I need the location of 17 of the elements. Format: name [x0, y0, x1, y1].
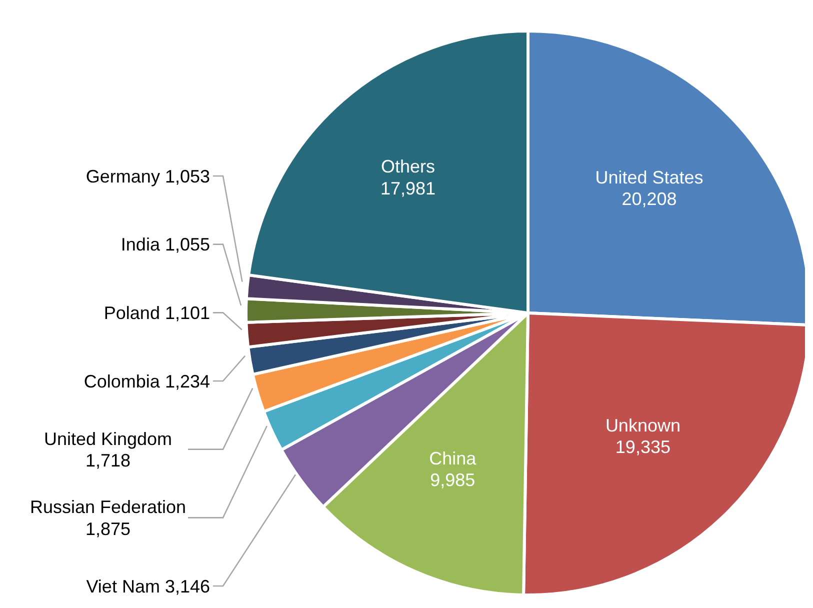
- slice-label: Colombia 1,234: [84, 371, 210, 392]
- slice-label: United Kingdom: [44, 428, 172, 449]
- slice-label: Germany 1,053: [86, 166, 210, 186]
- data-label: 1,875: [85, 518, 131, 539]
- slice-label: Unknown: [605, 416, 680, 436]
- data-label: 19,335: [615, 437, 670, 458]
- data-label: 20,208: [622, 189, 677, 210]
- data-label: 1,718: [85, 450, 131, 470]
- slice-label: China: [429, 448, 478, 468]
- slice-label: Russian Federation: [30, 497, 186, 518]
- data-label: 17,981: [380, 178, 436, 198]
- slice-label: Poland 1,101: [104, 302, 210, 323]
- slice-label: India 1,055: [120, 234, 210, 255]
- slice-label: Others: [380, 156, 436, 177]
- data-label: 9,985: [430, 470, 476, 490]
- slice-label: United States: [595, 167, 704, 188]
- slice-label: Viet Nam 3,146: [86, 576, 210, 596]
